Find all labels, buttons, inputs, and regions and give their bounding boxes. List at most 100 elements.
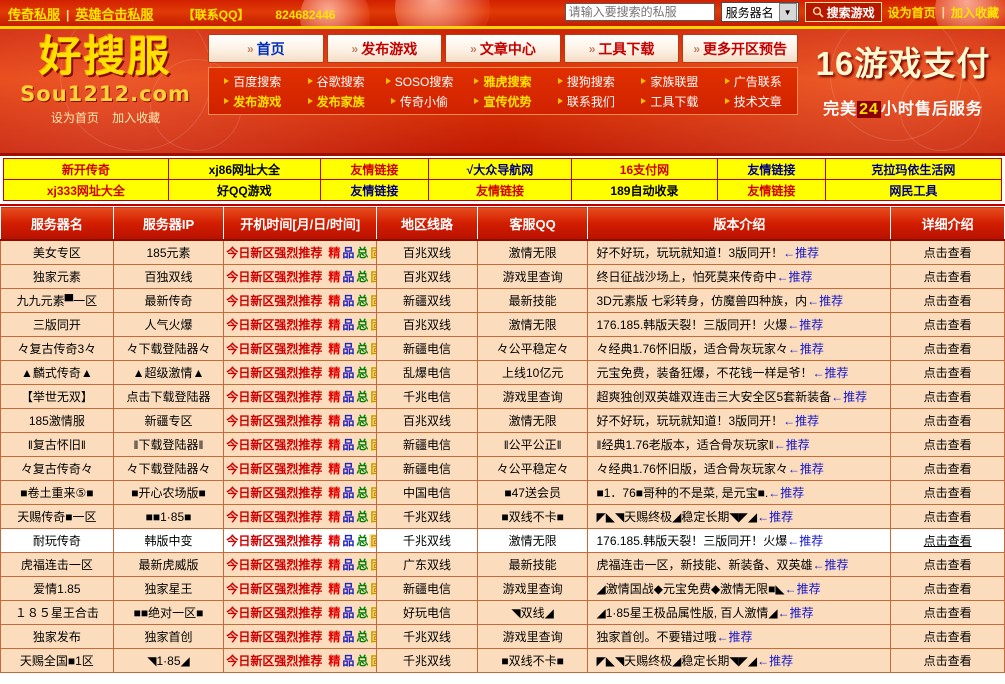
cell-version-intro[interactable]: 终日征战沙场上，怕死莫来传奇中←推荐	[587, 264, 892, 289]
subnav-item-r1-5[interactable]: 家族联盟	[628, 71, 711, 91]
detail-link[interactable]: 点击查看	[923, 582, 972, 596]
subnav-item-r1-6[interactable]: 广告联系	[712, 71, 795, 91]
detail-link[interactable]: 点击查看	[923, 534, 972, 548]
nav-item-4[interactable]: » 更多开区预告	[682, 34, 798, 63]
table-row[interactable]: 美女专区185元素今日新区强烈推荐精品总固顶百兆双线激情无限好不好玩，玩玩就知道…	[0, 239, 1005, 265]
cell-version-intro[interactable]: 虎福连击一区，新技能、新装备、双英雄←推荐	[587, 552, 892, 577]
cell-version-intro[interactable]: ◢1·85星王极品属性版, 百人激情◢←推荐	[587, 600, 892, 625]
detail-link[interactable]: 点击查看	[923, 342, 972, 356]
cell-version-intro[interactable]: 176.185.韩版天裂！三版同开！火爆←推荐	[587, 312, 892, 337]
cell-server-name[interactable]: ■卷土重来⑤■	[0, 480, 114, 505]
cell-version-intro[interactable]: 超爽独创双英雄双连击三大安全区5套新装备←推荐	[587, 384, 892, 409]
detail-link[interactable]: 点击查看	[923, 606, 972, 620]
friend-link-row1-6[interactable]: 克拉玛依生活网	[824, 158, 1003, 180]
cell-server-ip[interactable]: ■■1·85■	[112, 504, 225, 529]
subnav-item-r2-4[interactable]: 联系我们	[545, 91, 628, 111]
cell-server-ip[interactable]: 独家首创	[112, 624, 225, 649]
table-row[interactable]: 三版同开人气火爆今日新区强烈推荐精品总固顶百兆双线激情无限176.185.韩版天…	[0, 312, 1005, 337]
subnav-item-r2-0[interactable]: 发布游戏	[211, 91, 294, 111]
table-row[interactable]: １８５星王合击■■绝对一区■今日新区强烈推荐精品总固顶好玩电信◥双线◢◢1·85…	[0, 600, 1005, 625]
subnav-item-r2-3[interactable]: 宣传优势	[461, 91, 544, 111]
cell-server-name[interactable]: 美女专区	[0, 239, 114, 265]
logo-add-fav[interactable]: 加入收藏	[112, 111, 161, 125]
nav-item-1[interactable]: » 发布游戏	[326, 34, 443, 63]
detail-link[interactable]: 点击查看	[923, 390, 972, 404]
cell-detail[interactable]: 点击查看	[890, 624, 1005, 649]
cell-server-name[interactable]: 三版同开	[0, 312, 114, 337]
table-row[interactable]: 々复古传奇々々下载登陆器々今日新区强烈推荐精品总固顶新疆电信々公平稳定々々经典1…	[0, 456, 1005, 481]
friend-link-row1-5[interactable]: 友情链接	[716, 158, 826, 180]
site-logo[interactable]: 好搜服 Sou1212.com 设为首页 加入收藏	[8, 31, 203, 126]
detail-link[interactable]: 点击查看	[923, 366, 972, 380]
subnav-item-r2-2[interactable]: 传奇小偷	[378, 91, 461, 111]
cell-server-name[interactable]: 天赐传奇■一区	[0, 504, 114, 529]
nav-item-0[interactable]: » 首页	[208, 34, 324, 63]
cell-server-name[interactable]: １８５星王合击	[0, 600, 114, 625]
cell-version-intro[interactable]: 176.185.韩版天裂！三版同开！火爆←推荐	[587, 528, 892, 553]
cell-detail[interactable]: 点击查看	[890, 576, 1005, 601]
subnav-item-r1-3[interactable]: 雅虎搜索	[461, 71, 544, 91]
cell-server-name[interactable]: 耐玩传奇	[0, 528, 114, 553]
cell-detail[interactable]: 点击查看	[890, 360, 1005, 385]
table-row[interactable]: 185激情服新疆专区今日新区强烈推荐精品总固顶百兆双线激情无限好不好玩，玩玩就知…	[0, 408, 1005, 433]
cell-version-intro[interactable]: ◤◣◥天赐终极◢稳定长期◥◤◢←推荐	[587, 648, 892, 673]
table-row[interactable]: ‖复古怀旧‖‖下载登陆器‖今日新区强烈推荐精品总固顶新疆电信‖公平公正‖‖经典1…	[0, 432, 1005, 457]
detail-link[interactable]: 点击查看	[923, 654, 972, 668]
detail-link[interactable]: 点击查看	[923, 246, 972, 260]
cell-server-name[interactable]: 185激情服	[0, 408, 114, 433]
cell-detail[interactable]: 点击查看	[890, 288, 1005, 313]
friend-link-row2-3[interactable]: 友情链接	[427, 179, 573, 201]
subnav-item-r1-1[interactable]: 谷歌搜索	[294, 71, 377, 91]
subnav-item-r1-2[interactable]: SOSO搜索	[378, 71, 461, 91]
nav-item-2[interactable]: » 文章中心	[445, 34, 561, 63]
table-row[interactable]: ■卷土重来⑤■■开心农场版■今日新区强烈推荐精品总固顶中国电信■47送会员■1．…	[0, 480, 1005, 505]
add-favorite-link[interactable]: 加入收藏	[950, 5, 999, 20]
table-row[interactable]: 天赐全国■1区◥1·85◢今日新区强烈推荐精品总固顶千兆双线■双线不卡■◤◣◥天…	[0, 648, 1005, 673]
table-row[interactable]: 爱情1.85独家星王今日新区强烈推荐精品总固顶新疆电信游戏里查询◢激情国战◆元宝…	[0, 576, 1005, 601]
cell-detail[interactable]: 点击查看	[890, 480, 1005, 505]
cell-server-name[interactable]: 【举世无双】	[0, 384, 114, 409]
detail-link[interactable]: 点击查看	[923, 510, 972, 524]
cell-server-ip[interactable]: 最新传奇	[112, 288, 225, 313]
cell-detail[interactable]: 点击查看	[890, 336, 1005, 361]
cell-server-ip[interactable]: 独家星王	[112, 576, 225, 601]
cell-version-intro[interactable]: ◢激情国战◆元宝免费◆激情无限■◣←推荐	[587, 576, 892, 601]
cell-detail[interactable]: 点击查看	[890, 264, 1005, 289]
cell-detail[interactable]: 点击查看	[890, 648, 1005, 673]
cell-version-intro[interactable]: 々经典1.76怀旧版，适合骨灰玩家々←推荐	[587, 336, 892, 361]
cell-server-name[interactable]: 独家发布	[0, 624, 114, 649]
cell-server-name[interactable]: 虎福连击一区	[0, 552, 114, 577]
cell-version-intro[interactable]: 好不好玩，玩玩就知道！3版同开！←推荐	[587, 239, 892, 265]
detail-link[interactable]: 点击查看	[923, 318, 972, 332]
search-scope-select[interactable]: 服务器名 ▼	[720, 2, 799, 22]
cell-server-name[interactable]: 天赐全国■1区	[0, 648, 114, 673]
friend-link-row1-0[interactable]: 新开传奇	[3, 158, 169, 180]
cell-detail[interactable]: 点击查看	[890, 600, 1005, 625]
cell-server-ip[interactable]: 々下载登陆器々	[112, 456, 225, 481]
cell-server-name[interactable]: 爱情1.85	[0, 576, 114, 601]
cell-detail[interactable]: 点击查看	[890, 456, 1005, 481]
friend-link-row2-5[interactable]: 友情链接	[716, 179, 826, 201]
cell-detail[interactable]: 点击查看	[890, 312, 1005, 337]
table-row[interactable]: 虎福连击一区最新虎威版今日新区强烈推荐精品总固顶广东双线最新技能虎福连击一区，新…	[0, 552, 1005, 577]
table-row[interactable]: 独家元素百独双线今日新区强烈推荐精品总固顶百兆双线游戏里查询终日征战沙场上，怕死…	[0, 264, 1005, 289]
friend-link-row2-4[interactable]: 189自动收录	[571, 179, 718, 201]
detail-link[interactable]: 点击查看	[923, 630, 972, 644]
detail-link[interactable]: 点击查看	[923, 486, 972, 500]
cell-version-intro[interactable]: 3D元素版 七彩转身，仿魔兽四种族，内←推荐	[587, 288, 892, 313]
cell-version-intro[interactable]: ◤◣◥天赐终极◢稳定长期◥◤◢←推荐	[587, 504, 892, 529]
friend-link-row1-4[interactable]: 16支付网	[571, 158, 718, 180]
subnav-item-r2-1[interactable]: 发布家族	[294, 91, 377, 111]
cell-version-intro[interactable]: ■1．76■哥种的不是菜, 是元宝■.←推荐	[587, 480, 892, 505]
cell-detail[interactable]: 点击查看	[890, 504, 1005, 529]
friend-link-row1-2[interactable]: 友情链接	[319, 158, 429, 180]
cell-detail[interactable]: 点击查看	[890, 384, 1005, 409]
subnav-item-r1-4[interactable]: 搜狗搜索	[545, 71, 628, 91]
cell-server-name[interactable]: 々复古传奇3々	[0, 336, 114, 361]
subnav-item-r2-5[interactable]: 工具下载	[628, 91, 711, 111]
cell-detail[interactable]: 点击查看	[890, 528, 1005, 553]
cell-version-intro[interactable]: ‖经典1.76老版本，适合骨灰玩家‖←推荐	[587, 432, 892, 457]
link-yingxiong-hejii-sifu[interactable]: 英雄合击私服	[75, 7, 154, 22]
cell-version-intro[interactable]: 好不好玩，玩玩就知道！3版同开！←推荐	[587, 408, 892, 433]
detail-link[interactable]: 点击查看	[923, 270, 972, 284]
